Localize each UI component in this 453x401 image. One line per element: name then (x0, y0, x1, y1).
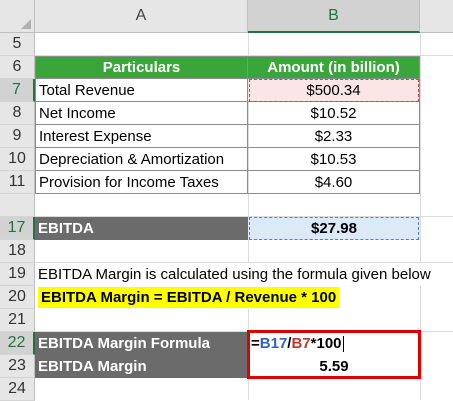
column-header-a[interactable]: A (35, 0, 248, 33)
grid-line (35, 262, 453, 263)
row-21: 21 (0, 309, 453, 332)
formula-eq: = (251, 335, 260, 352)
row-22: 22 EBITDA Margin Formula = B17/B7 *100 (0, 332, 453, 355)
cell-b8[interactable]: $10.52 (248, 102, 420, 125)
row-17-main: 17 EBITDA $27.98 (0, 217, 453, 240)
select-all-corner[interactable] (0, 0, 35, 33)
grid-line (35, 55, 453, 56)
column-header-b[interactable]: B (248, 0, 420, 33)
cell-a17[interactable]: EBITDA (35, 217, 248, 240)
row-header-11[interactable]: 11 (0, 171, 35, 194)
grid-line (35, 331, 453, 332)
grid-line (35, 216, 453, 217)
row-header-7[interactable]: 7 (0, 79, 35, 102)
cell-a7[interactable]: Total Revenue (35, 79, 248, 102)
column-header-c[interactable] (420, 0, 453, 33)
cell-a8[interactable]: Net Income (35, 102, 248, 125)
cell-b23[interactable]: 5.59 (319, 358, 349, 375)
cell-a22[interactable]: EBITDA Margin Formula (35, 332, 248, 355)
row-23: 23 EBITDA Margin 5.59 (0, 355, 453, 378)
row-10: 10 Depreciation & Amortization $10.53 (0, 148, 453, 171)
row-9: 9 Interest Expense $2.33 (0, 125, 453, 148)
row-header-20[interactable]: 20 (0, 286, 35, 309)
cell-a9[interactable]: Interest Expense (35, 125, 248, 148)
row-header-hidden-gap (0, 194, 35, 217)
cell-b11[interactable]: $4.60 (248, 171, 420, 194)
text-cursor (342, 335, 344, 352)
row-header-6[interactable]: 6 (0, 56, 35, 79)
cell-a19-note[interactable]: EBITDA Margin is calculated using the fo… (35, 263, 453, 286)
row-header-17[interactable]: 17 (0, 217, 35, 240)
row-19: 19 EBITDA Margin is calculated using the… (0, 263, 453, 286)
formula-rest: *100 (310, 335, 342, 352)
cell-a20[interactable]: EBITDA Margin = EBITDA / Revenue * 100 (35, 286, 355, 309)
cell-a23[interactable]: EBITDA Margin (35, 355, 248, 378)
header-amount: Amount (in billion) (267, 59, 400, 76)
cell-b17[interactable]: $27.98 (248, 217, 420, 240)
row-5: 5 (0, 33, 453, 56)
reference-highlight-b7 (249, 79, 419, 102)
formula-ref-b17: B17 (259, 335, 288, 352)
row-20: 20 EBITDA Margin = EBITDA / Revenue * 10… (0, 286, 453, 309)
row-header-9[interactable]: 9 (0, 125, 35, 148)
row-header-10[interactable]: 10 (0, 148, 35, 171)
row-header-5[interactable]: 5 (0, 33, 35, 56)
row-11: 11 Provision for Income Taxes $4.60 (0, 171, 453, 194)
row-8: 8 Net Income $10.52 (0, 102, 453, 125)
header-particulars-cell[interactable]: Particulars (35, 56, 248, 79)
row-header-22[interactable]: 22 (0, 332, 35, 355)
cell-b9[interactable]: $2.33 (248, 125, 420, 148)
header-amount-cell[interactable]: Amount (in billion) (248, 56, 420, 79)
formula-highlight: EBITDA Margin = EBITDA / Revenue * 100 (38, 287, 340, 308)
row-7: 7 Total Revenue $500.34 (0, 79, 453, 102)
row-header-21[interactable]: 21 (0, 309, 35, 332)
formula-red-frame (247, 330, 421, 379)
row-header-8[interactable]: 8 (0, 102, 35, 125)
formula-ref-b7: B7 (291, 335, 311, 352)
row-6: 6 Particulars Amount (in billion) (0, 56, 453, 79)
header-particulars: Particulars (102, 59, 181, 76)
reference-highlight-b17 (249, 217, 419, 240)
cell-b10[interactable]: $10.53 (248, 148, 420, 171)
row-17-spacer (0, 194, 453, 217)
row-header-24[interactable]: 24 (0, 378, 35, 401)
row-header-18[interactable]: 18 (0, 240, 35, 263)
row-18: 18 (0, 240, 453, 263)
formula-slash: / (287, 335, 292, 352)
row-24: 24 (0, 378, 453, 401)
corner-triangle-icon (21, 19, 31, 29)
row-header-23[interactable]: 23 (0, 355, 35, 378)
cell-b22-formula[interactable]: = B17/B7 *100 (248, 332, 420, 355)
row-header-19[interactable]: 19 (0, 263, 35, 286)
cell-a10[interactable]: Depreciation & Amortization (35, 148, 248, 171)
cell-a11[interactable]: Provision for Income Taxes (35, 171, 248, 194)
